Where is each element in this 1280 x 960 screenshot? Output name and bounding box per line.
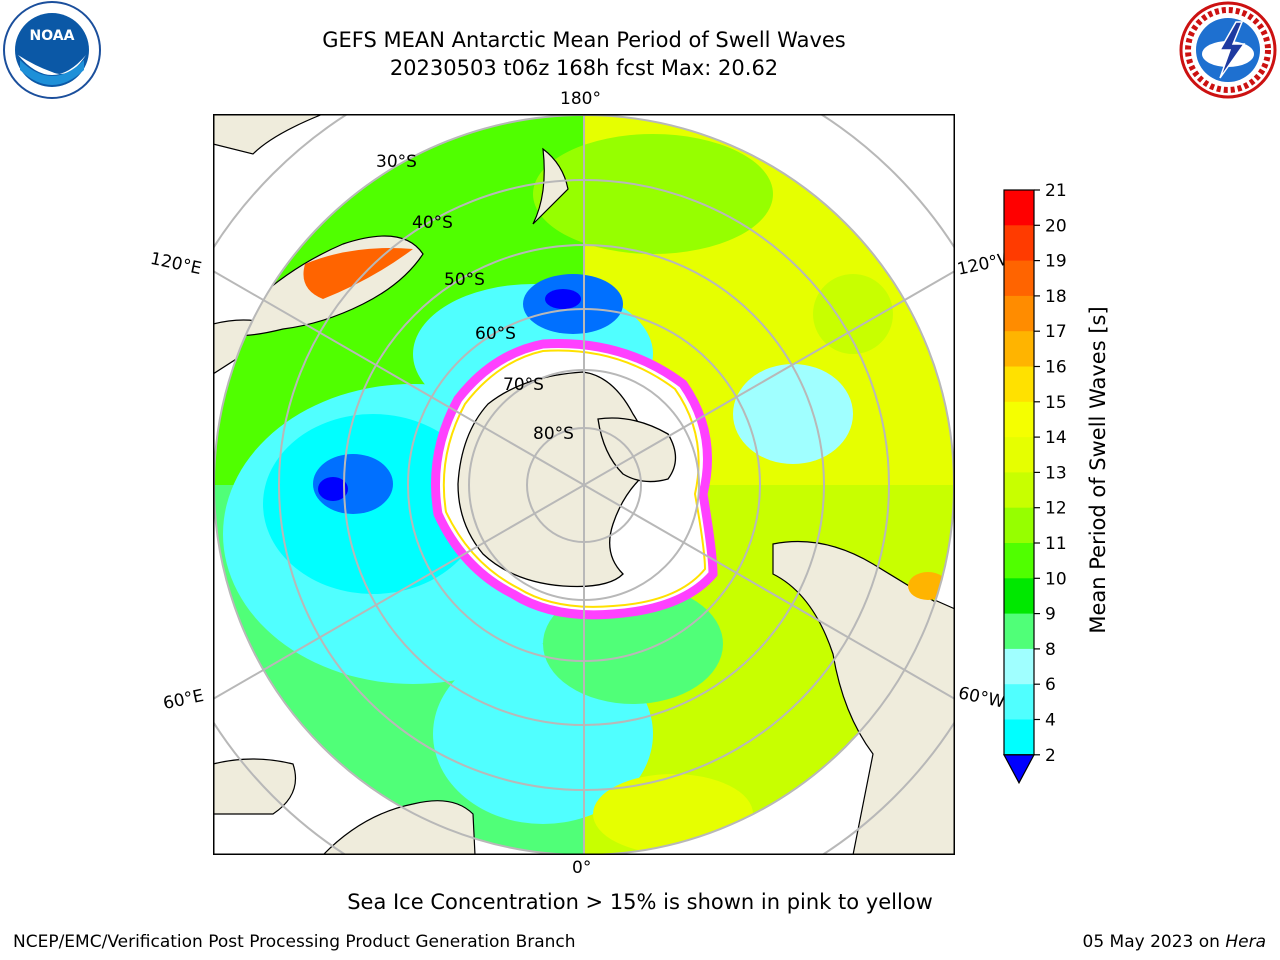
- colorbar-tick-label: 8: [1045, 640, 1056, 660]
- lon-label-0: 0°: [572, 858, 592, 878]
- national-weather-service-logo-icon: [1179, 1, 1277, 99]
- footer-host: Hera: [1225, 932, 1266, 952]
- colorbar-tick-label: 18: [1045, 287, 1067, 307]
- colorbar-tick-label: 6: [1045, 675, 1056, 695]
- colorbar-segment: [1004, 578, 1034, 615]
- colorbar-tick-label: 12: [1045, 499, 1067, 519]
- lat-label-60s: 60°S: [475, 324, 516, 344]
- lat-label-70s: 70°S: [503, 375, 544, 395]
- colorbar-tick-label: 16: [1045, 358, 1067, 378]
- colorbar-segment: [1004, 190, 1034, 226]
- sea-ice-note: Sea Ice Concentration > 15% is shown in …: [347, 890, 933, 914]
- lat-label-30s: 30°S: [376, 152, 417, 172]
- footer-date-text: 05 May 2023 on: [1082, 932, 1226, 952]
- colorbar-segment: [1004, 225, 1034, 262]
- lat-label-50s: 50°S: [444, 270, 485, 290]
- footer-credit: NCEP/EMC/Verification Post Processing Pr…: [13, 932, 576, 952]
- colorbar-tick-label: 13: [1045, 463, 1067, 483]
- colorbar-extend-arrow: [1002, 754, 1036, 785]
- colorbar-segment: [1004, 331, 1034, 367]
- colorbar-tick-label: 17: [1045, 322, 1067, 342]
- colorbar-tick-label: 9: [1045, 605, 1056, 625]
- lon-label-120e: 120°E: [148, 248, 204, 280]
- colorbar-segment: [1004, 613, 1034, 650]
- colorbar-tick-label: 20: [1045, 216, 1067, 236]
- chart-subtitle: 20230503 t06z 168h fcst Max: 20.62: [389, 56, 779, 80]
- colorbar-segment: [1004, 366, 1034, 403]
- colorbar-tick-label: 4: [1045, 711, 1056, 731]
- colorbar: 21 20 19 18 17 16 15 14 13 12 11 10 9 8 6 4 2: [1002, 181, 1067, 785]
- colorbar-tick-label: 11: [1045, 534, 1067, 554]
- colorbar-segment: [1004, 472, 1034, 509]
- lon-label-180: 180°: [560, 89, 601, 109]
- graticule: [213, 114, 955, 855]
- colorbar-segment: [1004, 401, 1034, 438]
- chart-title: GEFS MEAN Antarctic Mean Period of Swell…: [322, 28, 846, 52]
- lat-label-40s: 40°S: [412, 213, 453, 233]
- colorbar-tick-label: 14: [1045, 428, 1067, 448]
- colorbar-segment: [1004, 437, 1034, 473]
- colorbar-label: Mean Period of Swell Waves [s]: [1086, 306, 1110, 634]
- colorbar-segment: [1004, 719, 1034, 756]
- colorbar-segment: [1004, 543, 1034, 579]
- colorbar-tick-label: 21: [1045, 181, 1067, 201]
- colorbar-tick-label: 2: [1045, 746, 1056, 766]
- colorbar-tick-label: 10: [1045, 569, 1067, 589]
- footer-date: 05 May 2023 on Hera: [1083, 932, 1267, 952]
- colorbar-segment: [1004, 648, 1034, 685]
- colorbar-segment: [1004, 295, 1034, 332]
- noaa-logo-icon: NOAA: [3, 1, 101, 99]
- colorbar-segment: [1004, 684, 1034, 720]
- lat-label-80s: 80°S: [533, 424, 574, 444]
- colorbar-tick-label: 19: [1045, 252, 1067, 272]
- colorbar-segment: [1004, 260, 1034, 297]
- svg-text:NOAA: NOAA: [30, 28, 75, 44]
- colorbar-tick-label: 15: [1045, 393, 1067, 413]
- colorbar-segment: [1004, 507, 1034, 544]
- polar-map: [213, 114, 955, 855]
- lon-label-60e: 60°E: [161, 685, 206, 715]
